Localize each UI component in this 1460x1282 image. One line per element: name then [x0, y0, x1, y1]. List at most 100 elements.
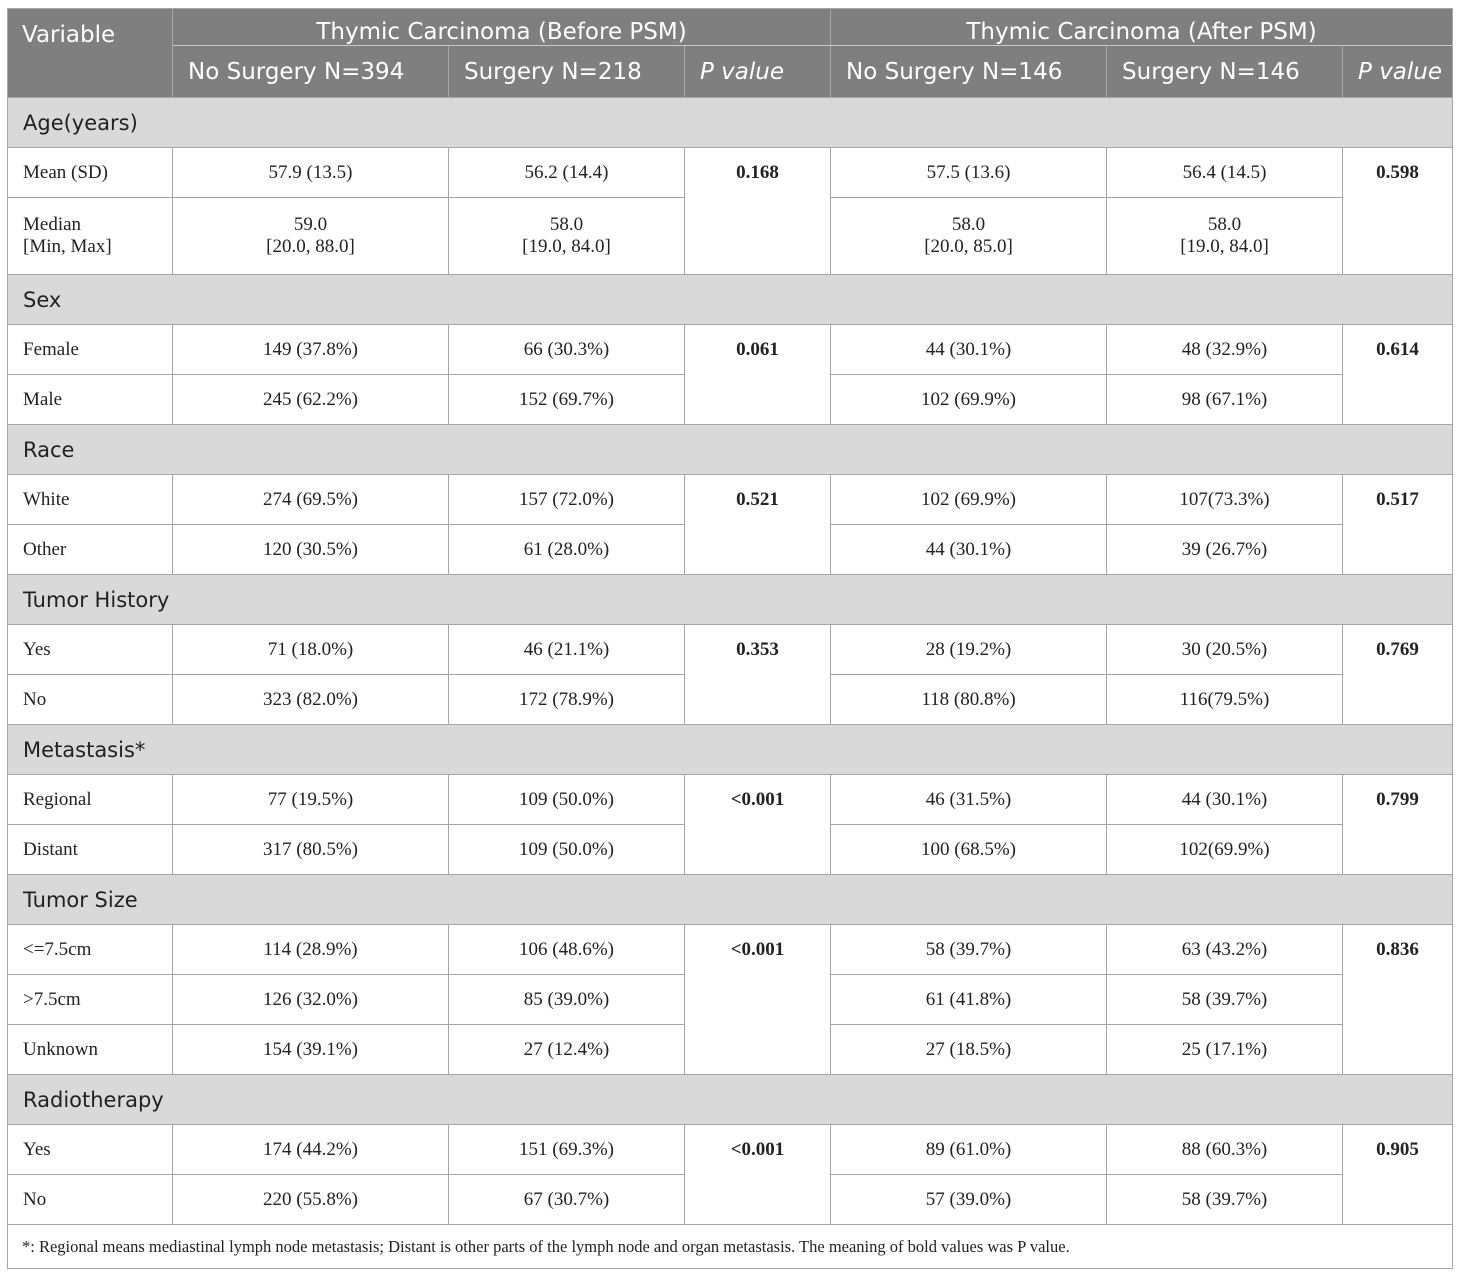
p-value-after: 0.598 — [1342, 147, 1454, 275]
p-value-after: 0.799 — [1342, 774, 1454, 875]
section-title: Radiotherapy — [6, 1074, 1454, 1125]
cell-before-no-surgery: 245 (62.2%) — [172, 374, 449, 425]
section-header-row: Sex — [6, 274, 1454, 325]
row-label: White — [7, 474, 173, 525]
row-label: Yes — [7, 1124, 173, 1175]
row-label: No — [7, 1174, 173, 1225]
table-row: Yes 174 (44.2%) 151 (69.3%) <0.001 89 (61.0%… — [7, 1124, 1454, 1225]
table-container: Variable Thymic Carcinoma (Before PSM) T… — [6, 8, 1454, 1269]
footnote-row: *: Regional means mediastinal lymph node… — [6, 1224, 1454, 1269]
cell-before-surgery: 109 (50.0%) — [448, 824, 685, 875]
header-after-no-surgery: No Surgery N=146 — [830, 45, 1108, 98]
cell-before-no-surgery: 120 (30.5%) — [172, 524, 449, 575]
table-row: >7.5cm 126 (32.0%) 85 (39.0%) 61 (41.8%) 58 … — [7, 974, 1453, 1025]
p-value-after: 0.905 — [1342, 1124, 1454, 1225]
table-row: Male 245 (62.2%) 152 (69.7%) 102 (69.9%) 98 … — [7, 374, 1453, 425]
row-label: Distant — [7, 824, 173, 875]
row-label: Regional — [7, 774, 173, 825]
cell-after-no-surgery: 58.0 [20.0, 85.0] — [830, 197, 1108, 275]
cell-before-no-surgery: 149 (37.8%) — [172, 324, 449, 375]
p-value-before: 0.521 — [683, 474, 832, 575]
section-title: Age(years) — [6, 97, 1454, 148]
cell-after-no-surgery: 102 (69.9%) — [830, 474, 1108, 525]
cell-after-surgery: 63 (43.2%) — [1106, 924, 1344, 975]
cell-before-no-surgery: 59.0 [20.0, 88.0] — [172, 197, 449, 275]
cell-before-surgery: 151 (69.3%) — [448, 1124, 685, 1175]
p-value-before: 0.353 — [683, 624, 832, 725]
cell-before-surgery: 61 (28.0%) — [448, 524, 685, 575]
cell-before-surgery: 157 (72.0%) — [448, 474, 685, 525]
cell-before-no-surgery: 274 (69.5%) — [172, 474, 449, 525]
section-title: Sex — [6, 274, 1454, 325]
cell-before-no-surgery: 57.9 (13.5) — [172, 147, 449, 198]
cell-before-surgery: 58.0 [19.0, 84.0] — [448, 197, 685, 275]
p-value-after: 0.614 — [1342, 324, 1454, 425]
header-before-p-value: P value — [683, 45, 832, 98]
cell-after-no-surgery: 57.5 (13.6) — [830, 147, 1108, 198]
table-row: Regional 77 (19.5%) 109 (50.0%) <0.001 46 (3… — [7, 774, 1454, 875]
cell-after-no-surgery: 58 (39.7%) — [830, 924, 1108, 975]
cell-after-surgery: 30 (20.5%) — [1106, 624, 1344, 675]
header-group-after-psm: Thymic Carcinoma (After PSM) — [830, 8, 1454, 46]
cell-before-surgery: 46 (21.1%) — [448, 624, 685, 675]
header-row-columns: No Surgery N=394 Surgery N=218 P value N… — [8, 45, 1454, 98]
cell-before-surgery: 106 (48.6%) — [448, 924, 685, 975]
table-row: Yes 71 (18.0%) 46 (21.1%) 0.353 28 (19.2%) 30… — [7, 624, 1454, 725]
cell-after-surgery: 39 (26.7%) — [1106, 524, 1344, 575]
header-before-no-surgery: No Surgery N=394 — [172, 45, 449, 98]
row-label: No — [7, 674, 173, 725]
cell-after-surgery: 58 (39.7%) — [1106, 974, 1344, 1025]
row-label: >7.5cm — [7, 974, 173, 1025]
table-row: Other 120 (30.5%) 61 (28.0%) 44 (30.1%) 39 (… — [7, 524, 1453, 575]
p-value-before: <0.001 — [683, 1124, 832, 1225]
header-group-before-psm: Thymic Carcinoma (Before PSM) — [171, 8, 832, 46]
cell-after-surgery: 25 (17.1%) — [1106, 1024, 1344, 1075]
cell-before-no-surgery: 220 (55.8%) — [172, 1174, 449, 1225]
cell-before-no-surgery: 71 (18.0%) — [172, 624, 449, 675]
table-row: Female 149 (37.8%) 66 (30.3%) 0.061 44 (30.1… — [7, 324, 1454, 425]
p-value-before: 0.168 — [683, 147, 832, 275]
p-value-after: 0.836 — [1342, 924, 1454, 1075]
cell-before-no-surgery: 317 (80.5%) — [172, 824, 449, 875]
row-label: Median [Min, Max] — [7, 197, 173, 275]
cell-before-no-surgery: 77 (19.5%) — [172, 774, 449, 825]
header-after-p-value: P value — [1342, 45, 1454, 98]
cell-before-no-surgery: 114 (28.9%) — [172, 924, 449, 975]
header-before-surgery: Surgery N=218 — [448, 45, 685, 98]
row-label: Female — [7, 324, 173, 375]
cell-after-no-surgery: 28 (19.2%) — [830, 624, 1108, 675]
row-label: Male — [7, 374, 173, 425]
cell-after-surgery: 44 (30.1%) — [1106, 774, 1344, 825]
header-variable: Variable — [7, 8, 173, 98]
row-label: Other — [7, 524, 173, 575]
cell-after-no-surgery: 61 (41.8%) — [830, 974, 1108, 1025]
table-row: White 274 (69.5%) 157 (72.0%) 0.521 102 (69.… — [7, 474, 1454, 575]
cell-after-surgery: 116(79.5%) — [1106, 674, 1344, 725]
cell-after-surgery: 58.0 [19.0, 84.0] — [1106, 197, 1344, 275]
cell-after-no-surgery: 57 (39.0%) — [830, 1174, 1108, 1225]
table-row: <=7.5cm 114 (28.9%) 106 (48.6%) <0.001 58 (3… — [7, 924, 1454, 1075]
cell-before-no-surgery: 174 (44.2%) — [172, 1124, 449, 1175]
cell-before-surgery: 172 (78.9%) — [448, 674, 685, 725]
section-header-row: Metastasis* — [6, 724, 1454, 775]
cell-before-no-surgery: 126 (32.0%) — [172, 974, 449, 1025]
header-after-surgery: Surgery N=146 — [1106, 45, 1344, 98]
p-value-before: <0.001 — [683, 924, 832, 1075]
cell-before-surgery: 27 (12.4%) — [448, 1024, 685, 1075]
table-row: Mean (SD) 57.9 (13.5) 56.2 (14.4) 0.168 57.5… — [7, 147, 1454, 275]
table-row: Distant 317 (80.5%) 109 (50.0%) 100 (68.5%)… — [7, 824, 1453, 875]
p-value-after: 0.517 — [1342, 474, 1454, 575]
cell-after-surgery: 58 (39.7%) — [1106, 1174, 1344, 1225]
section-header-row: Radiotherapy — [6, 1074, 1454, 1125]
cell-before-surgery: 56.2 (14.4) — [448, 147, 685, 198]
cell-before-no-surgery: 323 (82.0%) — [172, 674, 449, 725]
section-header-row: Tumor Size — [6, 874, 1454, 925]
row-label: <=7.5cm — [7, 924, 173, 975]
cell-after-no-surgery: 44 (30.1%) — [830, 524, 1108, 575]
cell-after-surgery: 56.4 (14.5) — [1106, 147, 1344, 198]
section-header-row: Tumor History — [6, 574, 1454, 625]
cell-after-no-surgery: 27 (18.5%) — [830, 1024, 1108, 1075]
cell-after-no-surgery: 118 (80.8%) — [830, 674, 1108, 725]
row-label: Yes — [7, 624, 173, 675]
cell-before-no-surgery: 154 (39.1%) — [172, 1024, 449, 1075]
